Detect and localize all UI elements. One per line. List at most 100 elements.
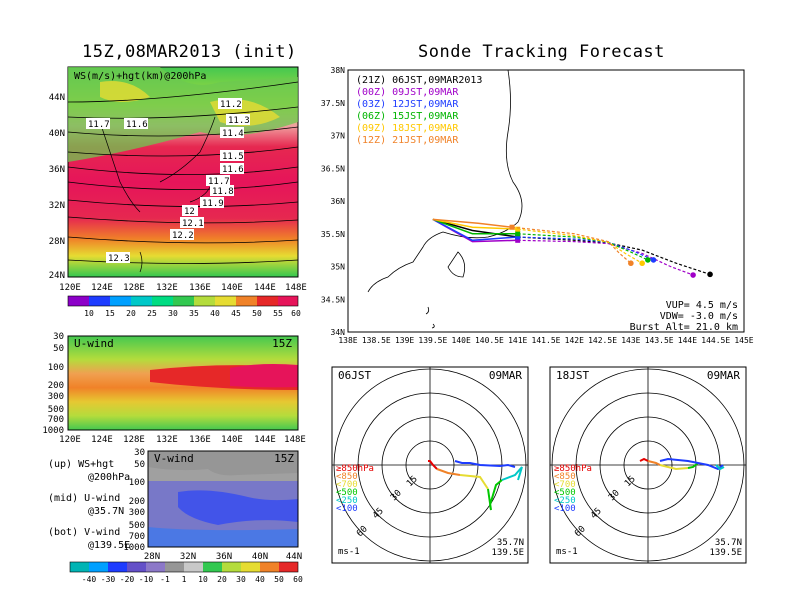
track-xtick: 138.5E (362, 336, 391, 345)
u-xtick: 128E (123, 435, 145, 445)
u-ytick: 1000 (42, 426, 64, 436)
hodo-level: <100 (554, 504, 576, 514)
v-xtick: 40N (252, 552, 268, 562)
hodograph-18jst: 18JST 09MAR ≥850hPa <850 <700 <500 <250 … (549, 366, 747, 564)
track-legend-item: (03Z) 12JST,09MAR (356, 99, 459, 110)
track-xtick: 142.5E (588, 336, 617, 345)
hodo-level: ≥850hPa (336, 464, 374, 474)
u-xtick: 140E (221, 435, 243, 445)
burst-point (509, 224, 515, 230)
track-xtick: 140.5E (475, 336, 504, 345)
track-xtick: 139E (395, 336, 414, 345)
info-vup: VUP= 4.5 m/s (666, 300, 738, 311)
track-legend-item: (09Z) 18JST,09MAR (356, 123, 459, 134)
v-wind-colorbar: -40 -30 -20 -10 -1 1 10 20 30 40 50 60 (69, 561, 303, 584)
track-legend-item: (00Z) 09JST,09MAR (356, 87, 459, 98)
track-line-descent (511, 226, 632, 264)
v-wind-time: 15Z (274, 452, 294, 465)
hodo-level: <100 (336, 504, 358, 514)
map-xtick: 140E (221, 283, 243, 293)
u-xtick: 132E (156, 435, 178, 445)
track-xtick: 141E (508, 336, 527, 345)
landing-point (645, 257, 651, 263)
svg-text:11.3: 11.3 (228, 116, 250, 126)
contour-label: 11.3 (226, 114, 250, 126)
contour-label: 11.7 (206, 175, 230, 187)
u-xtick: 144E (254, 435, 276, 445)
burst-point (515, 234, 521, 240)
map-cbar-tick: 30 (168, 309, 178, 318)
note-mid: (mid) U-wind (48, 493, 121, 504)
hodo-loc1: 35.7N (715, 538, 742, 548)
landing-point (628, 260, 634, 267)
track-legend-item: (12Z) 21JST,09MAR (356, 135, 459, 146)
v-cbar-tick: 60 (293, 575, 303, 584)
track-xtick: 140E (452, 336, 471, 345)
svg-text:11.7: 11.7 (208, 177, 230, 187)
u-xtick: 136E (189, 435, 211, 445)
track-line-ascent (432, 218, 513, 228)
v-cbar-tick: -40 (82, 575, 97, 584)
contour-label: 11.6 (220, 163, 244, 175)
track-legend-item: (06Z) 15JST,09MAR (356, 111, 459, 122)
map-xtick: 144E (254, 283, 276, 293)
u-ytick: 30 (53, 332, 64, 342)
track-ytick: 34N (331, 328, 346, 337)
track-xtick: 141.5E (532, 336, 561, 345)
u-wind-section: U-wind 15Z 30 50 100 200 300 500 700 100… (42, 332, 306, 445)
note-bot: (bot) V-wind (48, 527, 121, 538)
map-overlay-label: WS(m/s)+hgt(km)@200hPa (74, 71, 206, 82)
map-cbar-tick: 60 (291, 309, 301, 318)
track-ytick: 34.5N (321, 295, 345, 304)
v-ytick: 500 (129, 521, 145, 531)
u-wind-time: 15Z (272, 337, 292, 350)
hodograph-06jst: 06JST 09MAR ≥850hPa <850 <700 <500 <250 … (331, 366, 529, 564)
hodo-level: <850 (554, 472, 576, 482)
hodo-level: <700 (554, 480, 576, 490)
track-line-descent (517, 236, 711, 275)
svg-text:12: 12 (184, 207, 195, 217)
svg-text:12.2: 12.2 (172, 231, 194, 241)
v-ytick: 100 (129, 478, 145, 488)
svg-text:11.5: 11.5 (222, 152, 244, 162)
track-ytick: 37N (331, 132, 346, 141)
wind-height-map: 44N 40N 36N 32N 28N 24N 120E 124E 128E 1… (49, 66, 307, 318)
contour-label: 11.8 (210, 185, 234, 197)
contour-label: 12.1 (180, 217, 204, 229)
v-xtick: 32N (180, 552, 196, 562)
map-cbar-tick: 55 (273, 309, 283, 318)
svg-text:11.4: 11.4 (222, 129, 244, 139)
hodo-level: <500 (336, 488, 358, 498)
map-ytick: 32N (49, 201, 65, 211)
svg-text:11.6: 11.6 (126, 120, 148, 130)
contour-label: 11.4 (220, 127, 244, 139)
map-cbar-tick: 40 (210, 309, 220, 318)
map-cbar-tick: 10 (84, 309, 94, 318)
contour-label: 11.9 (200, 197, 224, 209)
u-ytick: 500 (48, 405, 64, 415)
track-ytick: 36.5N (321, 164, 345, 173)
v-ytick: 1000 (123, 543, 145, 553)
info-burst: Burst Alt= 21.0 km (630, 322, 738, 333)
v-cbar-tick: 10 (198, 575, 208, 584)
hodo-units: ms-1 (338, 547, 360, 557)
landing-point (690, 272, 696, 278)
contour-label: 12 (182, 205, 198, 217)
landing-point (639, 260, 645, 267)
v-cbar-tick: -10 (139, 575, 154, 584)
map-xtick: 128E (123, 283, 145, 293)
landing-point (650, 257, 657, 263)
map-ytick: 40N (49, 129, 65, 139)
contour-label: 11.7 (86, 118, 110, 130)
hodo-level: <250 (336, 496, 358, 506)
svg-text:12.1: 12.1 (182, 219, 204, 229)
hodo-units: ms-1 (556, 547, 578, 557)
u-ytick: 50 (53, 344, 64, 354)
burst-point (515, 226, 521, 232)
right-title: Sonde Tracking Forecast (418, 42, 665, 62)
svg-text:11.8: 11.8 (212, 187, 234, 197)
u-ytick: 700 (48, 415, 64, 425)
track-xtick: 143.5E (645, 336, 674, 345)
v-cbar-tick: -1 (160, 575, 170, 584)
svg-text:12.3: 12.3 (108, 254, 130, 264)
